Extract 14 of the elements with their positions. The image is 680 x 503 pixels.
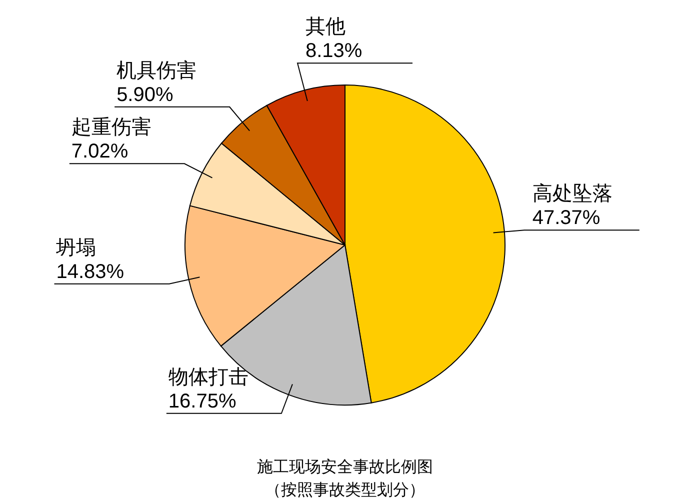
data-label: 47.37% bbox=[532, 207, 600, 230]
text: 施工现场安全事故比例图 bbox=[257, 457, 433, 476]
text: （按照事故类型划分） bbox=[265, 480, 425, 499]
slice-label: 机具伤害 bbox=[116, 58, 197, 82]
slice-label: 其他 bbox=[306, 16, 346, 38]
data-label: 8.13% bbox=[306, 40, 362, 62]
slice-label: 物体打击 bbox=[168, 366, 248, 388]
data-label: 7.02% bbox=[71, 140, 128, 163]
data-label: 5.90% bbox=[116, 84, 174, 106]
slice-label: 坍塌 bbox=[55, 236, 96, 259]
data-label: 16.75% bbox=[168, 390, 236, 412]
slice-label: 起重伤害 bbox=[71, 116, 152, 139]
slice-label: 高处坠落 bbox=[532, 182, 612, 206]
data-label: 14.83% bbox=[56, 260, 124, 283]
